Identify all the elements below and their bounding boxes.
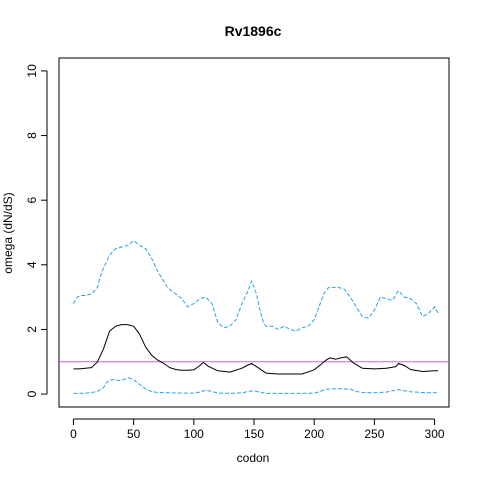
y-tick-label: 2: [25, 326, 39, 333]
x-tick-label: 250: [364, 427, 384, 441]
omega-upper-bound-line: [72, 240, 439, 332]
omega-mean-line: [73, 324, 439, 375]
x-tick-label: 300: [425, 427, 445, 441]
y-axis-label: omega (dN/dS): [1, 192, 15, 273]
y-tick-label: 0: [25, 390, 39, 397]
y-tick-label: 6: [25, 197, 39, 204]
x-axis-label: codon: [237, 451, 270, 465]
plot-area: 0 50 100 150 200 250 300 0 2 4 6 8 10: [25, 57, 450, 441]
x-tick-label: 150: [244, 427, 264, 441]
x-tick-label: 0: [70, 427, 77, 441]
omega-lower-bound-line: [73, 377, 439, 394]
plot-frame: [58, 57, 450, 408]
chart-title: Rv1896c: [225, 23, 282, 39]
x-tick-label: 50: [127, 427, 141, 441]
x-tick-label: 200: [304, 427, 324, 441]
y-tick-label: 8: [25, 132, 39, 139]
x-tick-label: 100: [184, 427, 204, 441]
y-tick-label: 10: [25, 64, 39, 78]
y-tick-label: 4: [25, 261, 39, 268]
